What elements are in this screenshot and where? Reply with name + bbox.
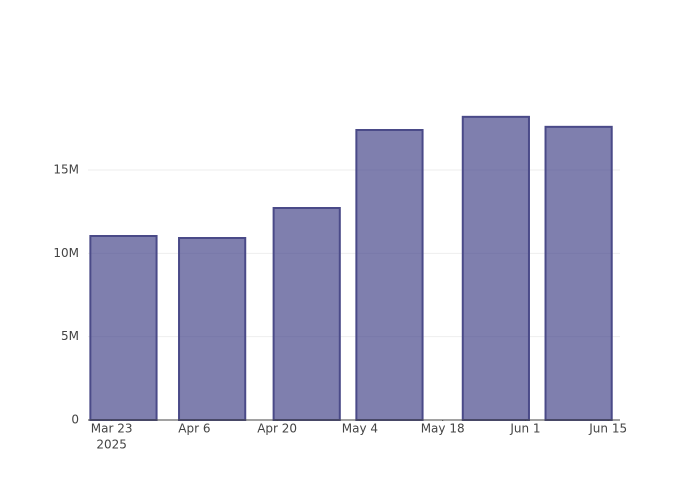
bar <box>272 207 341 421</box>
x-tick-label: Jun 15 <box>588 422 627 436</box>
x-tick-year: 2025 <box>96 438 127 452</box>
bar <box>89 235 158 421</box>
bar <box>461 115 530 421</box>
y-tick-label: 10M <box>53 246 79 260</box>
x-tick-label: May 4 <box>342 422 378 436</box>
y-tick-label: 15M <box>53 163 79 177</box>
x-tick-label: Apr 6 <box>178 422 210 436</box>
x-tick-label: May 18 <box>421 422 465 436</box>
y-tick-label: 5M <box>61 329 79 343</box>
x-tick-label: Mar 23 <box>91 422 133 436</box>
bar <box>355 129 424 421</box>
y-tick-label: 0 <box>71 413 79 427</box>
x-tick-label: Apr 20 <box>257 422 297 436</box>
bar <box>544 125 613 421</box>
bar <box>178 237 247 421</box>
x-tick-label: Jun 1 <box>509 422 540 436</box>
